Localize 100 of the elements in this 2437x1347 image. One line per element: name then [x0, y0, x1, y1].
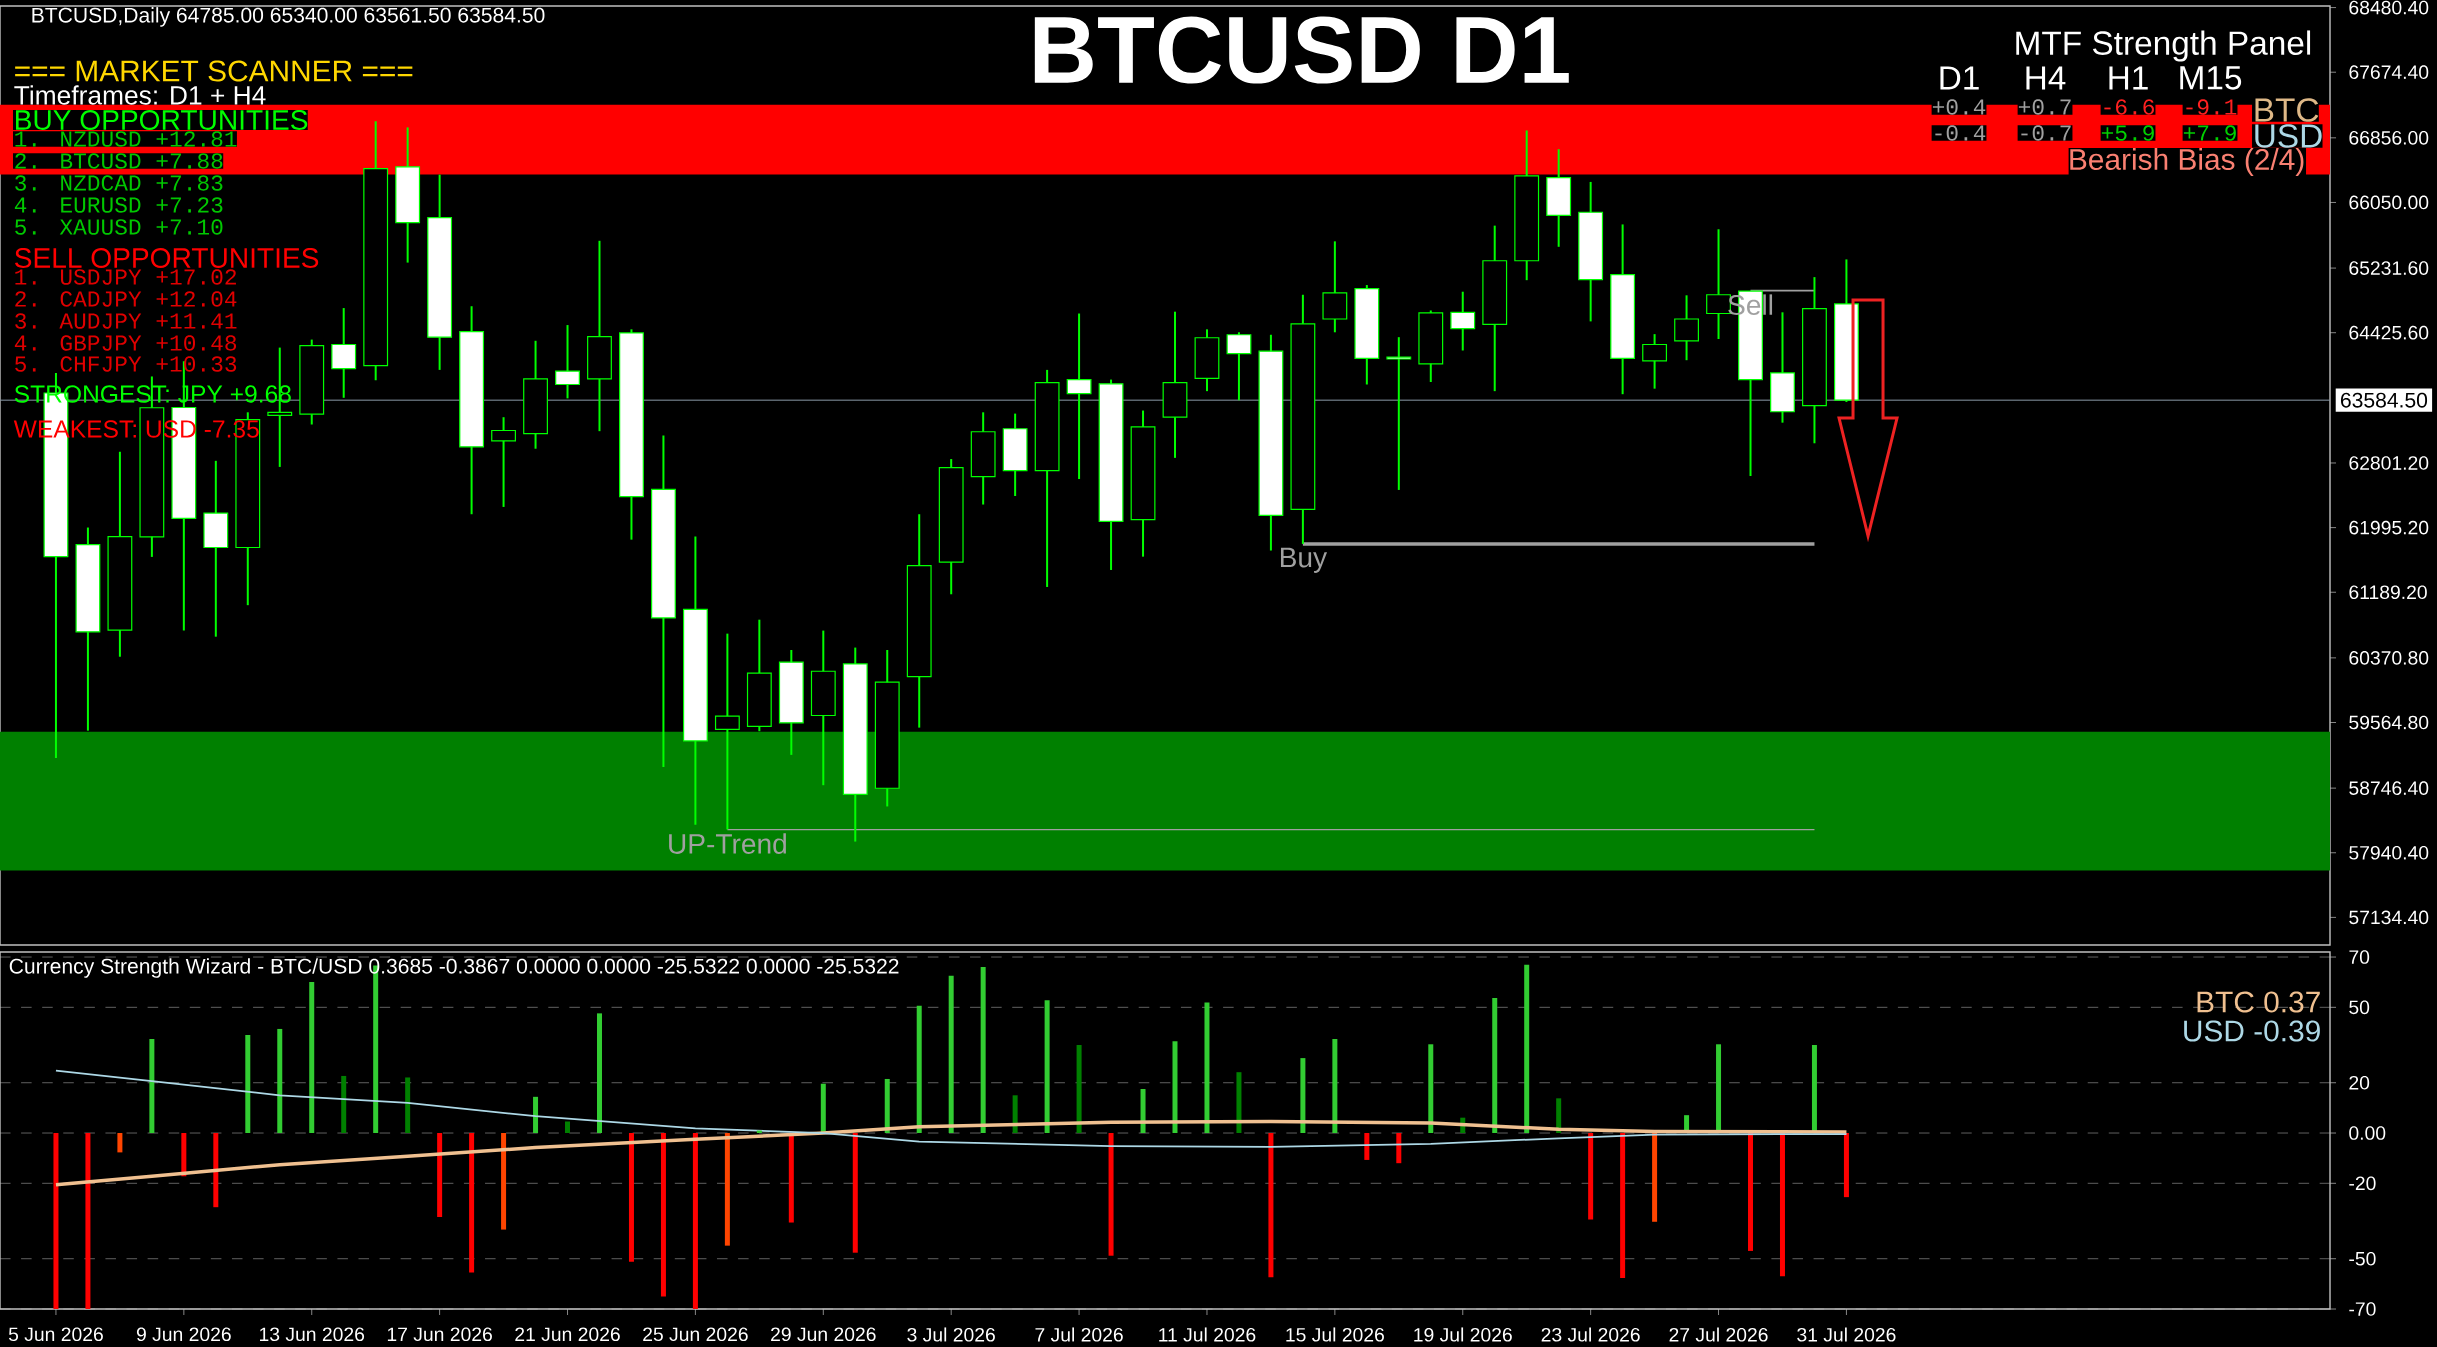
line-series [54, 1119, 1849, 1187]
bar [1332, 1038, 1338, 1134]
bar [1748, 1133, 1754, 1251]
x-tick-label: 7 Jul 2026 [1035, 1327, 1123, 1342]
annotation: BTC 0.37 [2197, 991, 2320, 1013]
bar [1620, 1133, 1626, 1279]
bar [1652, 1133, 1658, 1222]
bar [213, 1133, 219, 1208]
y-tick-label: 59564.80 [2349, 715, 2429, 730]
y-tick-label: -50 [2349, 1251, 2376, 1266]
annotation: 2. BTCUSD +7.88 [15, 153, 223, 169]
x-tick-label: 13 Jun 2026 [260, 1327, 365, 1342]
annotation: USD [2255, 124, 2322, 148]
y-tick-label: 57940.40 [2349, 845, 2429, 860]
x-tick-label: 19 Jul 2026 [1414, 1327, 1512, 1342]
annotation: 3. AUDJPY +11.41 [15, 313, 237, 329]
candlestick [714, 632, 740, 831]
bar [181, 1133, 187, 1177]
bar [597, 1013, 602, 1134]
bar [437, 1133, 443, 1217]
x-tick-label: 15 Jul 2026 [1286, 1327, 1384, 1342]
annotation: -0.4 [1935, 125, 1986, 141]
candlestick [491, 416, 516, 508]
y-tick-label: 61995.20 [2349, 520, 2429, 535]
bar [1108, 1133, 1114, 1256]
annotation: H1 [2109, 66, 2148, 90]
annotation: +5.9 [2101, 125, 2154, 141]
bar [1396, 1133, 1402, 1164]
bar [1268, 1133, 1274, 1278]
x-tick-label: 27 Jul 2026 [1669, 1327, 1768, 1342]
x-tick-label: 17 Jun 2026 [387, 1327, 492, 1342]
x-tick-label: 29 Jun 2026 [771, 1327, 876, 1342]
bar [1300, 1058, 1306, 1134]
y-tick-label: 58746.40 [2349, 781, 2429, 795]
chart-title: Currency Strength Wizard - BTC/USD 0.3685 -0.3867 0.0000 0.0000 -25.5322 0.0000 -25.5322 [9, 958, 899, 978]
bar [469, 1133, 475, 1273]
bar [1076, 1045, 1082, 1134]
annotation: +0.7 [2018, 99, 2071, 115]
y-tick-label: 20 [2349, 1075, 2370, 1090]
y-tick-label: 61189.20 [2349, 585, 2427, 600]
annotation: UP-Trend [669, 833, 786, 854]
annotation: -0.7 [2021, 125, 2071, 141]
bar [149, 1038, 155, 1134]
x-tick-label: 31 Jul 2026 [1797, 1327, 1896, 1342]
bar [85, 1133, 91, 1310]
bar [852, 1133, 858, 1253]
bar [884, 1078, 890, 1134]
bar [341, 1075, 347, 1134]
candlestick [1674, 294, 1699, 362]
x-tick-label: 23 Jul 2026 [1541, 1327, 1640, 1342]
y-tick-label: 62801.20 [2349, 456, 2429, 470]
x-tick-label: 25 Jun 2026 [643, 1327, 748, 1342]
y-tick-label: 50 [2349, 1000, 2370, 1015]
bar [245, 1034, 251, 1134]
annotation: H4 [2026, 66, 2066, 90]
bar [1044, 1000, 1050, 1134]
bar [1492, 998, 1498, 1134]
annotation: === MARKET SCANNER === [15, 60, 413, 82]
candlestick [1450, 290, 1476, 352]
annotation: 1. NZDUSD +12.81 [15, 131, 237, 147]
annotation: M15 [2180, 66, 2242, 90]
annotation: BTCUSD,Daily 64785.00 65340.00 63561.50 63584.50 [32, 7, 545, 27]
bar [1012, 1095, 1018, 1134]
y-tick-label: 65231.60 [2349, 261, 2429, 275]
bar [724, 1133, 730, 1246]
annotation: 4. GBPJPY +10.48 [14, 335, 237, 351]
bar [692, 1133, 698, 1310]
y-tick-label: 57134.40 [2349, 910, 2429, 925]
y-tick-label: -20 [2349, 1176, 2376, 1191]
line-series [55, 1069, 1848, 1148]
chart-title: BTCUSD D1 [1034, 16, 1569, 84]
x-tick-label: 21 Jun 2026 [515, 1327, 620, 1342]
annotation: BTC [2255, 98, 2319, 122]
bar [533, 1096, 539, 1134]
annotation: -6.6 [2104, 99, 2154, 115]
bar [1524, 964, 1530, 1134]
candlestick [1386, 336, 1412, 491]
bar [1428, 1044, 1434, 1134]
x-tick-label: 5 Jun 2026 [8, 1327, 103, 1342]
annotation: Sell [1728, 294, 1773, 316]
bar [117, 1133, 123, 1153]
annotation: 1. USDJPY +17.02 [15, 269, 236, 285]
annotation: SELL OPPORTUNITIES [14, 248, 319, 268]
annotation: 4. EURUSD +7.23 [14, 197, 223, 213]
y-tick-label: 0.00 [2349, 1126, 2386, 1140]
annotation: -9.1 [2186, 99, 2237, 115]
bar [1843, 1133, 1849, 1198]
bar [628, 1133, 634, 1262]
candlestick [555, 324, 580, 400]
bar [1236, 1072, 1242, 1134]
bar [1588, 1133, 1594, 1220]
y-tick-label: 64425.60 [2349, 325, 2429, 340]
bar [820, 1083, 826, 1134]
bar [405, 1077, 411, 1134]
bar [277, 1028, 283, 1134]
bar [660, 1133, 666, 1297]
bar [980, 967, 986, 1134]
bar [1204, 1002, 1210, 1134]
y-tick-label: -70 [2349, 1302, 2376, 1316]
annotation: +0.4 [1932, 99, 1986, 115]
